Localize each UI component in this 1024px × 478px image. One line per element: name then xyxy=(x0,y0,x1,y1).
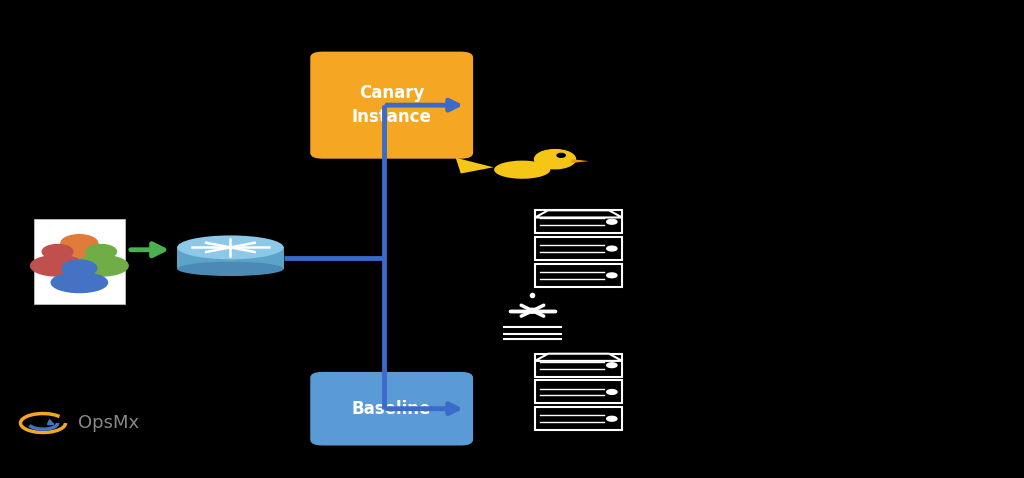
FancyBboxPatch shape xyxy=(310,52,473,159)
Text: OpsMx: OpsMx xyxy=(78,414,139,432)
FancyBboxPatch shape xyxy=(535,237,622,260)
Text: Canary
Instance: Canary Instance xyxy=(351,84,432,126)
Ellipse shape xyxy=(177,262,284,276)
Circle shape xyxy=(606,416,616,421)
Polygon shape xyxy=(571,159,589,163)
Text: Baseline: Baseline xyxy=(352,400,431,418)
Circle shape xyxy=(557,153,565,157)
FancyBboxPatch shape xyxy=(535,354,622,377)
FancyBboxPatch shape xyxy=(535,210,622,233)
FancyBboxPatch shape xyxy=(535,380,622,403)
Circle shape xyxy=(606,390,616,394)
Circle shape xyxy=(606,219,616,224)
Ellipse shape xyxy=(494,161,550,179)
Circle shape xyxy=(606,363,616,368)
Ellipse shape xyxy=(48,248,111,272)
Ellipse shape xyxy=(74,255,128,276)
FancyBboxPatch shape xyxy=(535,407,622,430)
FancyBboxPatch shape xyxy=(310,372,473,445)
Circle shape xyxy=(42,245,73,259)
Circle shape xyxy=(606,273,616,278)
Circle shape xyxy=(606,246,616,251)
Circle shape xyxy=(86,245,117,259)
Circle shape xyxy=(535,150,575,169)
Ellipse shape xyxy=(31,255,85,276)
Circle shape xyxy=(61,235,98,252)
Polygon shape xyxy=(535,210,622,217)
Polygon shape xyxy=(456,158,494,174)
FancyBboxPatch shape xyxy=(34,219,125,304)
Circle shape xyxy=(62,260,97,276)
Ellipse shape xyxy=(51,272,108,293)
Polygon shape xyxy=(177,248,284,269)
FancyBboxPatch shape xyxy=(535,264,622,287)
Polygon shape xyxy=(535,354,622,361)
Ellipse shape xyxy=(177,236,284,259)
Circle shape xyxy=(527,308,538,313)
